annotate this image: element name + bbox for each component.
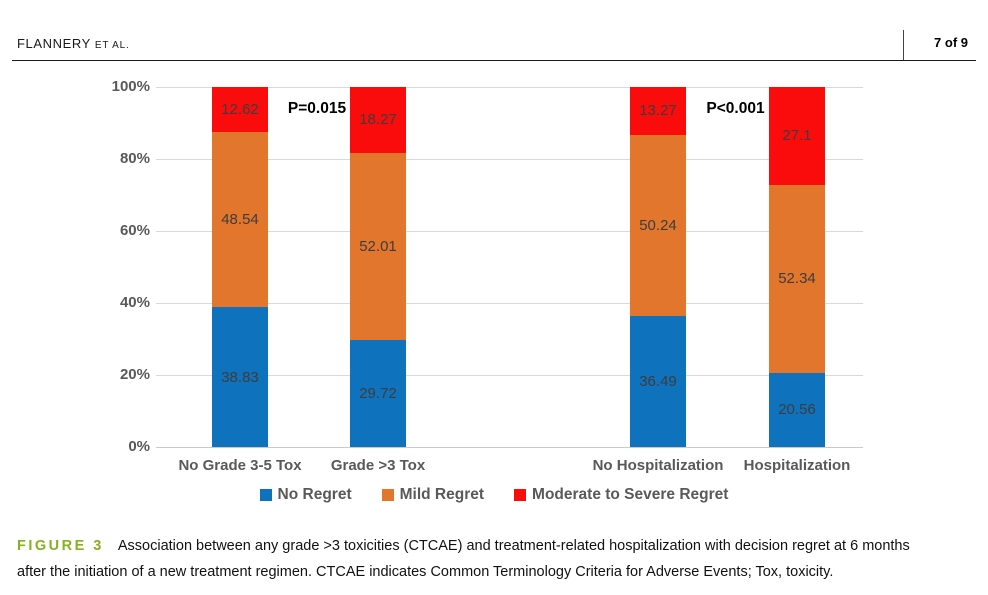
bar-segment: 27.1 [769,87,825,185]
y-axis-tick-label: 80% [119,150,150,167]
legend-swatch [381,489,394,501]
p-value-annotation: P=0.015 [287,100,347,117]
bar-value-label: 38.83 [221,368,259,386]
y-axis-tick-label: 0% [128,438,150,455]
bar-value-label: 12.62 [221,101,259,119]
bar-segment: 18.27 [350,87,406,153]
bar-stack: 12.62 48.54 38.83 [212,87,268,447]
gridline [156,86,863,88]
bar-value-label: 52.01 [359,237,397,255]
bar-value-label: 48.54 [221,211,259,229]
gridline [156,446,863,448]
page-number: 7 of 9 [934,35,968,50]
figure-caption-text-line1: Association between any grade >3 toxicit… [117,538,910,554]
legend-label: Mild Regret [399,486,485,503]
bar-value-label: 29.72 [359,385,397,402]
bar-value-label: 27.1 [782,127,812,145]
legend-item: Moderate to Severe Regret [514,486,728,504]
bar-segment: 29.72 [350,340,406,447]
gridline [156,302,863,304]
bar-segment: 38.83 [212,307,268,447]
bar-segment: 36.49 [630,315,686,447]
bar-segment: 13.27 [630,87,686,135]
running-head-etal: ET AL. [94,40,130,51]
legend-label: Moderate to Severe Regret [532,486,729,503]
chart-legend: No Regret Mild Regret Moderate to Severe R… [0,486,988,504]
y-axis-tick-label: 100% [111,78,150,95]
chart: 0% 20% 40% 60% 80% 100% 12.62 48.54 38.83 No Grad… [111,78,863,474]
running-head-author: FLANNERY [17,36,91,51]
bar-segment: 52.01 [350,152,406,341]
figure-caption: FIGURE 3 Association between any grade >3… [17,533,975,585]
y-axis-tick-label: 20% [119,366,150,383]
legend-label: No Regret [277,486,352,503]
header-divider [903,30,904,61]
bar-stack: 27.1 52.34 20.56 [769,87,825,447]
x-axis-label: Grade >3 Tox [330,457,426,474]
y-axis-tick-label: 40% [119,294,150,311]
gridline [156,158,863,160]
bar-value-label: 20.56 [778,401,816,419]
bar-stack: 18.27 52.01 29.72 [350,87,406,447]
bar-segment: 52.34 [769,184,825,373]
bar-segment: 48.54 [212,132,268,308]
bar-value-label: 13.27 [639,102,677,120]
y-axis-tick-label: 60% [119,222,150,239]
x-axis-label: Hospitalization [743,457,851,474]
bar-value-label: 36.49 [639,372,677,390]
running-head: FLANNERY ET AL. [17,36,130,51]
legend-swatch [514,489,527,501]
p-value-annotation: P<0.001 [706,100,765,117]
bar-stack: 13.27 50.24 36.49 [630,87,686,447]
legend-swatch [259,489,272,501]
bar-value-label: 18.27 [359,111,397,129]
bar-segment: 20.56 [769,372,825,447]
bar-value-label: 50.24 [639,216,677,234]
bar-segment: 12.62 [212,87,268,133]
legend-item: No Regret [259,486,352,504]
figure-caption-text-line2: after the initiation of a new treatment … [17,564,834,580]
figure-caption-label: FIGURE 3 [17,538,104,554]
header-rule [12,60,976,61]
x-axis-label: No Grade 3-5 Tox [178,457,302,474]
legend-item: Mild Regret [381,486,485,504]
gridline [156,230,863,232]
x-axis-label: No Hospitalization [592,457,724,474]
gridline [156,374,863,376]
bar-segment: 50.24 [630,134,686,316]
bar-value-label: 52.34 [778,270,816,288]
